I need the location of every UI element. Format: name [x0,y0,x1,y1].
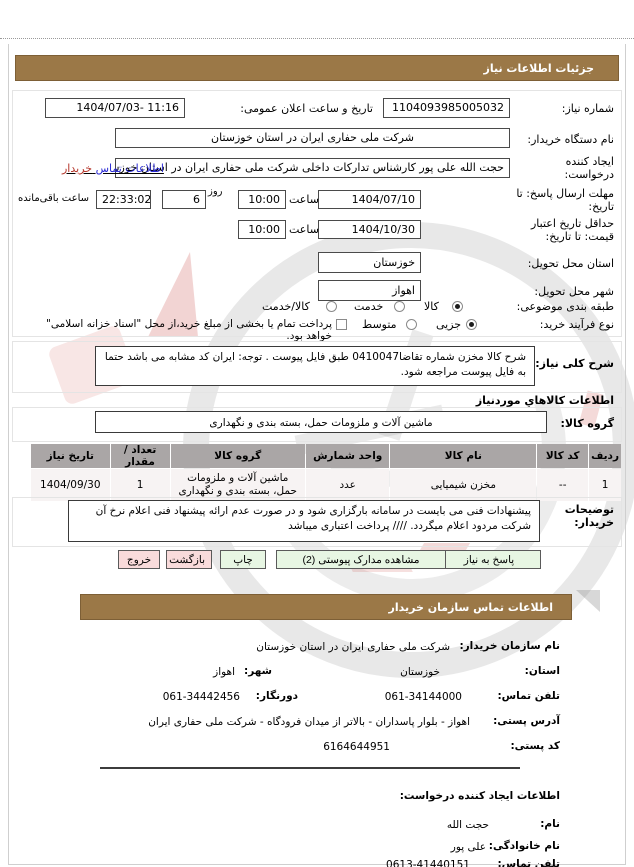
back-button[interactable]: بازگشت [166,550,212,569]
general-description-label: شرح کلی نیاز: [535,357,614,370]
col-item-name: نام کالا [390,444,537,468]
last-name-value: علی پور [450,841,486,853]
time-remaining-input[interactable]: 22:33:02 [96,190,151,209]
process-option-medium: متوسط [362,318,397,331]
need-number-input[interactable]: 1104093985005032 [383,98,510,118]
process-option-minor: جزیی [436,318,462,331]
buyer-contact-link[interactable]: اطلاعات تماس خریدار [62,162,164,175]
contact-title-bar: اطلاعات تماس سازمان خریدار [80,594,572,620]
days-label: روز [208,186,223,197]
section-divider [100,767,520,769]
treasury-note: پرداخت تمام یا بخشی از مبلغ خرید،از محل … [46,318,332,342]
buyer-remarks-label: توضیحات خریدار: [564,503,614,529]
process-radio-medium[interactable] [406,319,417,330]
last-name-label: نام خانوادگی: [488,840,560,852]
buyer-org-label: نام دستگاه خریدار: [527,133,614,146]
category-radio-goods-service[interactable] [326,301,337,312]
creator-phone-label: تلفن تماس: [497,858,560,867]
city-value: اهواز [213,666,235,678]
delivery-province-label: استان محل تحویل: [527,257,614,270]
top-dotted-divider [0,38,634,39]
validity-hour-label: ساعت [289,223,319,236]
request-creator-input[interactable]: حجت الله علی پور کارشناس تدارکات داخلی ش… [115,158,510,178]
col-quantity: تعداد / مقدار [110,444,170,468]
buyer-remarks-box[interactable]: پیشنهادات فنی می بایست در سامانه بارگزار… [68,500,540,542]
cell-item-group: ماشین آلات و ملزومات حمل، بسته بندی و نگ… [170,469,305,501]
city-label: شهر: [244,665,272,677]
need-number-label: شماره نیاز: [561,102,614,115]
exit-button[interactable]: خروج [118,550,160,569]
general-description-box[interactable]: شرح کالا مخزن شماره تقاضا0410047 طبق فای… [95,346,535,386]
price-validity-label: حداقل تاریخ اعتبار قیمت: تا تاریخ: [530,217,614,243]
phone-label: تلفن تماس: [497,690,560,702]
announce-datetime-label: تاریخ و ساعت اعلان عمومی: [240,102,373,115]
creator-phone-value: 0613-41440151 [386,859,470,867]
announce-datetime-input[interactable]: 1404/07/03- 11:16 [45,98,185,118]
time-remaining-label: ساعت باقی‌مانده [18,193,90,204]
validity-time-input[interactable]: 10:00 [238,220,286,239]
deadline-date-input[interactable]: 1404/07/10 [318,190,421,209]
phone-value: 061-34144000 [384,691,462,703]
cell-item-name: مخزن شیمیایی [390,469,537,501]
goods-info-title: اطلاعات کالاهاي موردنیاز [475,394,614,407]
postal-address-label: آدرس پستی: [493,715,560,727]
delivery-city-input[interactable]: اهواز [318,280,421,301]
category-option-goods: کالا [424,300,439,313]
subject-category-label: طبقه بندی موضوعی: [516,300,614,313]
fax-label: دورنگار: [255,690,298,702]
buyer-org-input[interactable]: شرکت ملی حفاری ایران در استان خوزستان [115,128,510,148]
process-radio-minor[interactable] [466,319,477,330]
delivery-province-input[interactable]: خوزستان [318,252,421,273]
col-item-group: گروه کالا [170,444,305,468]
goods-table: ردیف کد کالا نام کالا واحد شمارش گروه کا… [30,443,622,502]
cell-unit: عدد [305,469,390,501]
response-deadline-label: مهلت ارسال پاسخ: تا تاریخ: [516,187,614,213]
contact-title: اطلاعات تماس سازمان خریدار [388,601,553,614]
postal-code-label: کد پستی: [510,740,560,752]
category-radio-service[interactable] [394,301,405,312]
deadline-hour-label: ساعت [289,193,319,206]
category-option-goods-service: کالا/خدمت [262,300,310,313]
days-remaining-input[interactable]: 6 [162,190,206,209]
page-title: جزئیات اطلاعات نیاز [483,62,595,75]
respond-button[interactable]: پاسخ به نیاز [437,550,541,569]
request-creator-label: ایجاد کننده درخواست: [564,155,614,181]
creator-info-title: اطلاعات ایجاد کننده درخواست: [399,790,560,802]
goods-group-box[interactable]: ماشین آلات و ملزومات حمل، بسته بندی و نگ… [95,411,547,433]
cell-row-number: 1 [589,469,621,501]
buyer-contact-link-text: اطلاعات تماس [95,162,164,175]
delivery-city-label: شهر محل تحویل: [534,285,614,298]
col-need-date: تاریخ نیاز [31,444,110,468]
cell-need-date: 1404/09/30 [31,469,110,501]
goods-table-row[interactable]: 1 -- مخزن شیمیایی عدد ماشین آلات و ملزوم… [31,469,621,501]
goods-group-label: گروه کالا: [560,417,614,430]
province-label: استان: [524,665,560,677]
goods-table-header-row: ردیف کد کالا نام کالا واحد شمارش گروه کا… [31,444,621,468]
buyer-contact-link-text-red: خریدار [62,162,93,175]
first-name-value: حجت الله [446,819,489,831]
org-name-label: نام سازمان خریدار: [459,640,560,652]
purchase-process-label: نوع فرآیند خرید: [539,318,614,331]
page-title-bar: جزئیات اطلاعات نیاز [15,55,619,81]
treasury-checkbox[interactable] [336,319,347,330]
category-option-service: خدمت [354,300,384,313]
col-item-code: کد کالا [537,444,589,468]
cell-item-code: -- [537,469,589,501]
validity-date-input[interactable]: 1404/10/30 [318,220,421,239]
print-button[interactable]: چاپ [220,550,266,569]
fax-value: 061-34442456 [162,691,240,703]
deadline-time-input[interactable]: 10:00 [238,190,286,209]
postal-address-value: اهواز - بلوار پاسداران - بالاتر از میدان… [148,716,470,728]
province-value: خوزستان [400,666,440,678]
postal-code-value: 6164644951 [323,741,390,753]
cell-quantity: 1 [110,469,170,501]
org-name-value: شرکت ملی حفاری ایران در استان خوزستان [256,641,450,653]
col-row-number: ردیف [589,444,621,468]
first-name-label: نام: [540,818,560,830]
category-radio-goods[interactable] [452,301,463,312]
view-attachments-button[interactable]: مشاهده مدارک پیوستی (2) [276,550,446,569]
col-unit: واحد شمارش [305,444,390,468]
